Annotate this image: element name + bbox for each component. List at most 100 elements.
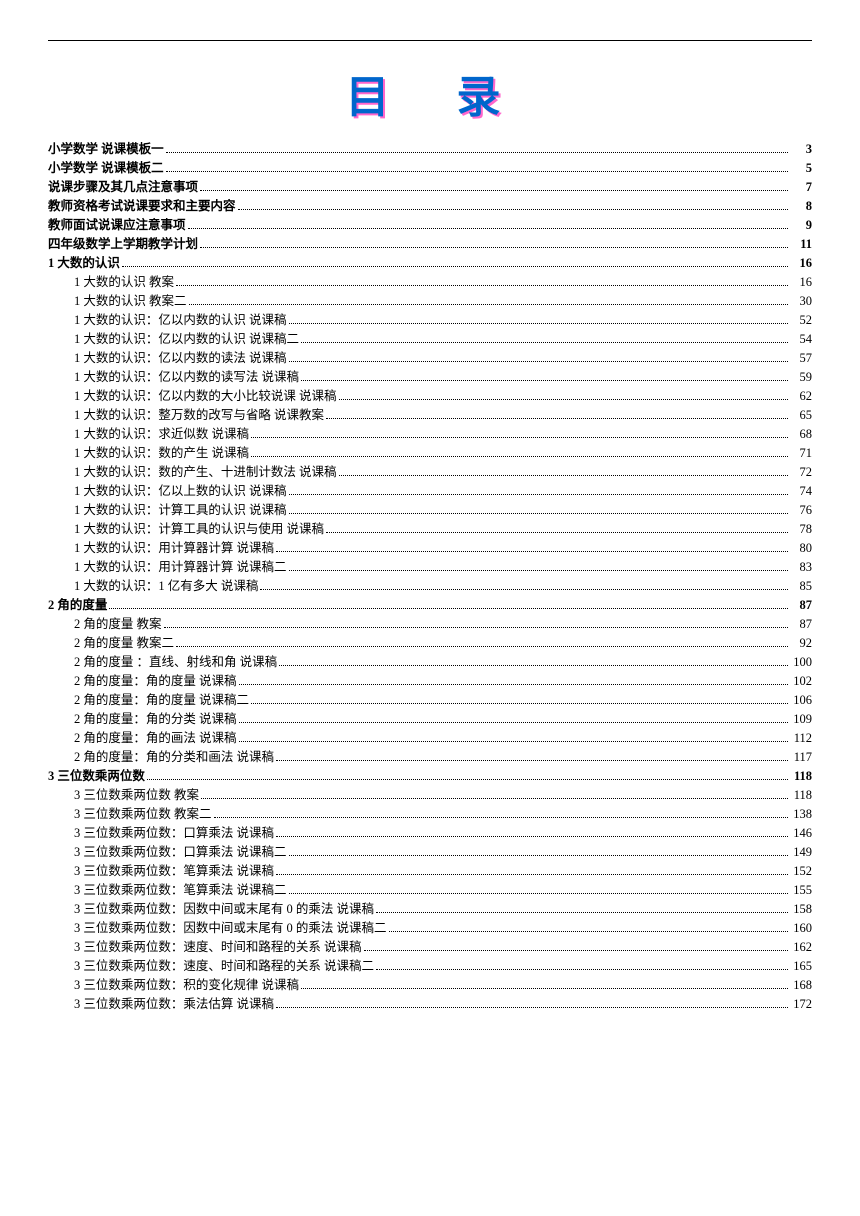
toc-leader-dots [339,466,788,476]
toc-entry: 1 大数的认识：整万数的改写与省略 说课教案 65 [48,409,812,422]
toc-entry: 2 角的度量 ：直线、射线和角 说课稿100 [48,656,812,669]
toc-entry-label: 1 大数的认识：用计算器计算 说课稿 [74,542,274,555]
toc-entry-label: 2 角的度量：角的度量 说课稿 [74,675,237,688]
toc-entry-label: 3 三位数乘两位数：乘法估算 说课稿 [74,998,274,1011]
toc-entry: 说课步骤及其几点注意事项7 [48,181,812,194]
toc-entry: 1 大数的认识：计算工具的认识 说课稿76 [48,504,812,517]
toc-entry-page: 87 [790,599,812,612]
toc-entry-page: 72 [790,466,812,479]
toc-entry-page: 92 [790,637,812,650]
toc-entry-page: 74 [790,485,812,498]
toc-entry-label: 3 三位数乘两位数：速度、时间和路程的关系 说课稿二 [74,960,374,973]
toc-entry-label: 1 大数的认识：用计算器计算 说课稿二 [74,561,287,574]
toc-entry: 1 大数的认识：求近似数 说课稿68 [48,428,812,441]
toc-leader-dots [326,409,788,419]
toc-entry: 1 大数的认识：用计算器计算 说课稿二 83 [48,561,812,574]
toc-entry-label: 1 大数的认识：亿以上数的认识 说课稿 [74,485,287,498]
toc-entry-page: 118 [790,770,812,783]
toc-leader-dots [276,865,788,875]
toc-leader-dots [251,694,788,704]
toc-leader-dots [200,181,788,191]
toc-entry-page: 83 [790,561,812,574]
toc-entry-label: 1 大数的认识：整万数的改写与省略 说课教案 [74,409,324,422]
toc-entry-label: 小学数学 说课模板二 [48,162,164,175]
toc-entry-page: 162 [790,941,812,954]
toc-entry-label: 3 三位数乘两位数：因数中间或末尾有 0 的乘法 说课稿 [74,903,374,916]
toc-entry-page: 5 [790,162,812,175]
toc-entry-label: 1 大数的认识：亿以内数的认识 说课稿 [74,314,287,327]
toc-entry: 教师面试说课应注意事项9 [48,219,812,232]
table-of-contents: 小学数学 说课模板一3 小学数学 说课模板二 5 说课步骤及其几点注意事项7 教师资格考… [48,143,812,1011]
toc-entry-label: 3 三位数乘两位数：因数中间或末尾有 0 的乘法 说课稿二 [74,922,387,935]
toc-entry-page: 62 [790,390,812,403]
toc-entry-page: 109 [790,713,812,726]
toc-entry-page: 85 [790,580,812,593]
toc-entry: 3 三位数乘两位数：因数中间或末尾有 0 的乘法 说课稿 158 [48,903,812,916]
toc-entry: 小学数学 说课模板一3 [48,143,812,156]
toc-leader-dots [238,200,788,210]
toc-entry-page: 158 [790,903,812,916]
toc-entry: 1 大数的认识：亿以内数的读法 说课稿57 [48,352,812,365]
toc-leader-dots [289,561,788,571]
toc-entry-page: 54 [790,333,812,346]
toc-entry-page: 7 [790,181,812,194]
toc-entry: 3 三位数乘两位数：速度、时间和路程的关系 说课稿二165 [48,960,812,973]
toc-entry-label: 教师面试说课应注意事项 [48,219,186,232]
toc-leader-dots [239,713,788,723]
toc-entry: 四年级数学上学期教学计划11 [48,238,812,251]
toc-leader-dots [189,295,788,305]
toc-entry: 2 角的度量：角的度量 说课稿 102 [48,675,812,688]
toc-entry-page: 149 [790,846,812,859]
toc-leader-dots [301,371,788,381]
toc-entry-label: 3 三位数乘两位数 教案 [74,789,199,802]
toc-leader-dots [166,143,788,153]
toc-entry-label: 3 三位数乘两位数：口算乘法 说课稿 [74,827,274,840]
toc-entry: 2 角的度量 教案87 [48,618,812,631]
toc-leader-dots [339,390,788,400]
toc-leader-dots [289,352,788,362]
toc-entry-page: 78 [790,523,812,536]
toc-entry-page: 172 [790,998,812,1011]
toc-entry: 2 角的度量：角的分类 说课稿109 [48,713,812,726]
toc-entry: 1 大数的认识：亿以内数的认识 说课稿二54 [48,333,812,346]
toc-entry-page: 16 [790,257,812,270]
toc-entry-page: 155 [790,884,812,897]
toc-entry-label: 3 三位数乘两位数：口算乘法 说课稿二 [74,846,287,859]
toc-entry-page: 138 [790,808,812,821]
toc-entry-label: 3 三位数乘两位数 [48,770,145,783]
toc-entry-label: 1 大数的认识：1 亿有多大 说课稿 [74,580,258,593]
toc-entry-label: 2 角的度量 教案 [74,618,162,631]
toc-leader-dots [239,732,788,742]
toc-leader-dots [260,580,788,590]
toc-entry-label: 四年级数学上学期教学计划 [48,238,198,251]
toc-entry: 教师资格考试说课要求和主要内容8 [48,200,812,213]
toc-entry: 1 大数的认识：亿以内数的大小比较说课 说课稿62 [48,390,812,403]
toc-entry: 3 三位数乘两位数：笔算乘法 说课稿二 155 [48,884,812,897]
toc-entry-label: 1 大数的认识 教案 [74,276,174,289]
toc-entry: 1 大数的认识：用计算器计算 说课稿80 [48,542,812,555]
toc-leader-dots [214,808,788,818]
toc-leader-dots [289,504,788,514]
toc-entry: 3 三位数乘两位数 教案118 [48,789,812,802]
toc-leader-dots [188,219,788,229]
toc-leader-dots [326,523,788,533]
toc-entry-page: 57 [790,352,812,365]
toc-entry-page: 106 [790,694,812,707]
toc-entry-label: 1 大数的认识：数的产生、十进制计数法 说课稿 [74,466,337,479]
toc-entry-page: 146 [790,827,812,840]
toc-entry: 1 大数的认识：亿以上数的认识 说课稿 74 [48,485,812,498]
toc-entry-label: 2 角的度量 ：直线、射线和角 说课稿 [74,656,277,669]
toc-entry-page: 68 [790,428,812,441]
toc-entry-label: 2 角的度量：角的画法 说课稿 [74,732,237,745]
toc-leader-dots [122,257,788,267]
toc-entry-page: 16 [790,276,812,289]
toc-leader-dots [376,903,788,913]
toc-entry-page: 102 [790,675,812,688]
toc-entry-page: 112 [790,732,812,745]
toc-entry: 1 大数的认识：数的产生 说课稿71 [48,447,812,460]
toc-entry-label: 1 大数的认识 [48,257,120,270]
toc-entry-label: 3 三位数乘两位数：笔算乘法 说课稿二 [74,884,287,897]
toc-entry: 3 三位数乘两位数：乘法估算 说课稿 172 [48,998,812,1011]
toc-entry-page: 65 [790,409,812,422]
toc-entry: 1 大数的认识 16 [48,257,812,270]
